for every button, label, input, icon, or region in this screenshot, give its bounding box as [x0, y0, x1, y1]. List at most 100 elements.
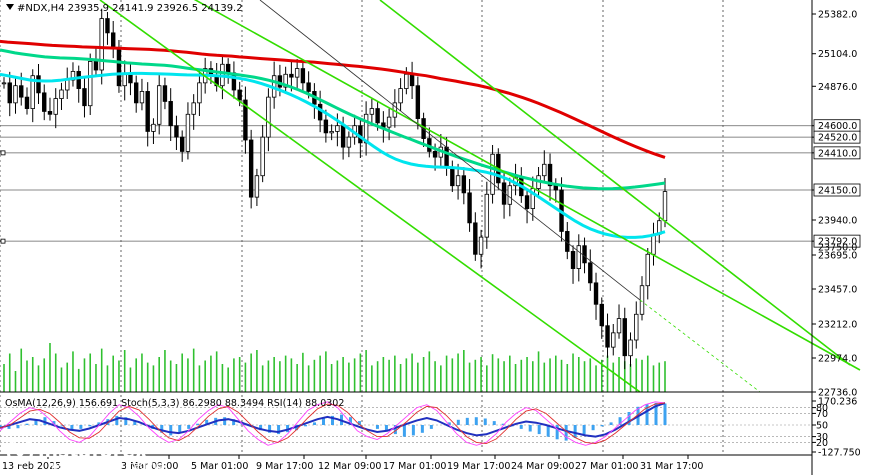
candle-body	[254, 175, 260, 198]
candle-body	[65, 79, 70, 91]
time-tick-label: 12 Mar 09:00	[318, 461, 381, 472]
candle-body	[398, 88, 403, 104]
candle-body	[76, 71, 81, 89]
candle-body	[7, 82, 12, 104]
candle-body	[266, 96, 271, 138]
price-tick-label: 24410.0	[818, 148, 857, 159]
candle-body	[369, 108, 375, 115]
candle-body	[133, 82, 139, 104]
price-level-box	[813, 146, 861, 160]
candle-body	[582, 245, 587, 264]
candle-body	[461, 175, 467, 194]
candle-body	[47, 111, 53, 115]
candle-body	[237, 89, 242, 101]
candle-body	[432, 151, 438, 158]
candle-body	[346, 136, 352, 148]
candle-body	[116, 48, 122, 87]
candle-body	[622, 318, 627, 357]
main-chart-pane[interactable]	[0, 0, 812, 392]
stoch-signal-line	[0, 402, 666, 445]
candle-body	[289, 73, 294, 78]
candle-body	[593, 282, 599, 305]
candle-body	[444, 146, 449, 168]
candle-body	[547, 163, 553, 187]
price-level-box	[813, 183, 861, 197]
time-tick-label: 31 Mar 17:00	[640, 461, 703, 472]
level-handle	[0, 238, 6, 244]
candle-body	[191, 102, 196, 115]
candle-body	[145, 91, 150, 132]
candle-body	[122, 73, 127, 87]
candle-body	[151, 123, 156, 132]
candle-body	[507, 185, 513, 205]
candle-body	[306, 82, 311, 92]
candle-body	[93, 61, 99, 71]
candle-body	[553, 185, 558, 191]
candle-body	[386, 116, 392, 128]
candle-body	[174, 125, 179, 138]
price-level-box	[813, 130, 861, 144]
price-tick-label: 23457.0	[818, 285, 857, 296]
candle-body	[455, 175, 461, 187]
time-axis: 13 Feb 2025 3 Mar 09:00 5 Mar 01:00 9 Mar 1…	[2, 455, 703, 472]
channel-mid-extension	[639, 299, 761, 393]
candle-body	[450, 166, 455, 187]
trend-channel[interactable]	[0, 0, 861, 393]
price-tick-label: 24520.0	[818, 133, 857, 144]
candle-body	[473, 222, 478, 255]
candle-body	[13, 85, 18, 104]
indicator-tick-label: -127.750	[818, 448, 861, 459]
indicator-tick-label: 50	[816, 421, 828, 432]
time-tick-label: 3 Mar 09:00	[121, 461, 178, 472]
channel-lower-line	[99, 0, 641, 393]
indicator-tick-label: 80	[816, 403, 828, 414]
candle-body	[283, 73, 288, 88]
candle-body	[611, 332, 616, 348]
candle-body	[243, 99, 248, 141]
candle-body	[1, 82, 7, 85]
indicator-tick-label: 20	[816, 438, 828, 449]
channel-upper-line	[193, 0, 861, 371]
indicator-pane[interactable]	[0, 401, 812, 446]
candle-body	[294, 68, 300, 78]
candle-body	[570, 251, 576, 269]
collapse-arrow-icon[interactable]	[6, 4, 14, 10]
candle-body	[415, 85, 421, 119]
candle-body	[542, 163, 547, 177]
candle-body	[599, 303, 604, 327]
candle-body	[628, 339, 633, 357]
candle-body	[24, 96, 30, 109]
logo-tagline: Instant Forex Trading	[48, 459, 164, 472]
time-tick-label: 5 Mar 01:00	[191, 461, 248, 472]
candle-body	[576, 245, 581, 269]
candle-body	[335, 125, 340, 132]
candle-body	[59, 89, 64, 99]
ma-green-line	[0, 48, 666, 191]
price-tick-label: 22974.0	[818, 354, 857, 365]
time-tick-label: 19 Mar 17:00	[447, 461, 510, 472]
candle-body	[501, 182, 507, 205]
time-tick-label: 24 Mar 09:00	[511, 461, 574, 472]
candle-body	[156, 85, 162, 125]
candle-body	[260, 136, 265, 177]
candle-body	[128, 73, 133, 84]
candle-body	[524, 195, 530, 209]
price-tick-label: 23212.0	[818, 320, 857, 331]
price-tick-label: 24600.0	[818, 121, 857, 132]
candle-body	[340, 125, 346, 148]
level-handle	[0, 150, 6, 156]
moving-averages	[0, 39, 666, 239]
candle-body	[323, 119, 329, 134]
candle-body	[139, 91, 145, 104]
price-tick-label: 23940.0	[818, 216, 857, 227]
candle-body	[88, 61, 93, 107]
candle-body	[329, 131, 334, 134]
price-tick-label: 23695.0	[818, 251, 857, 262]
price-tick-label: 25104.0	[818, 49, 857, 60]
candle-body	[179, 136, 185, 152]
candle-body	[111, 32, 116, 49]
time-tick-label: 27 Mar 01:00	[575, 461, 638, 472]
candle-body	[162, 85, 168, 102]
price-tick-label: 24876.0	[818, 82, 857, 93]
